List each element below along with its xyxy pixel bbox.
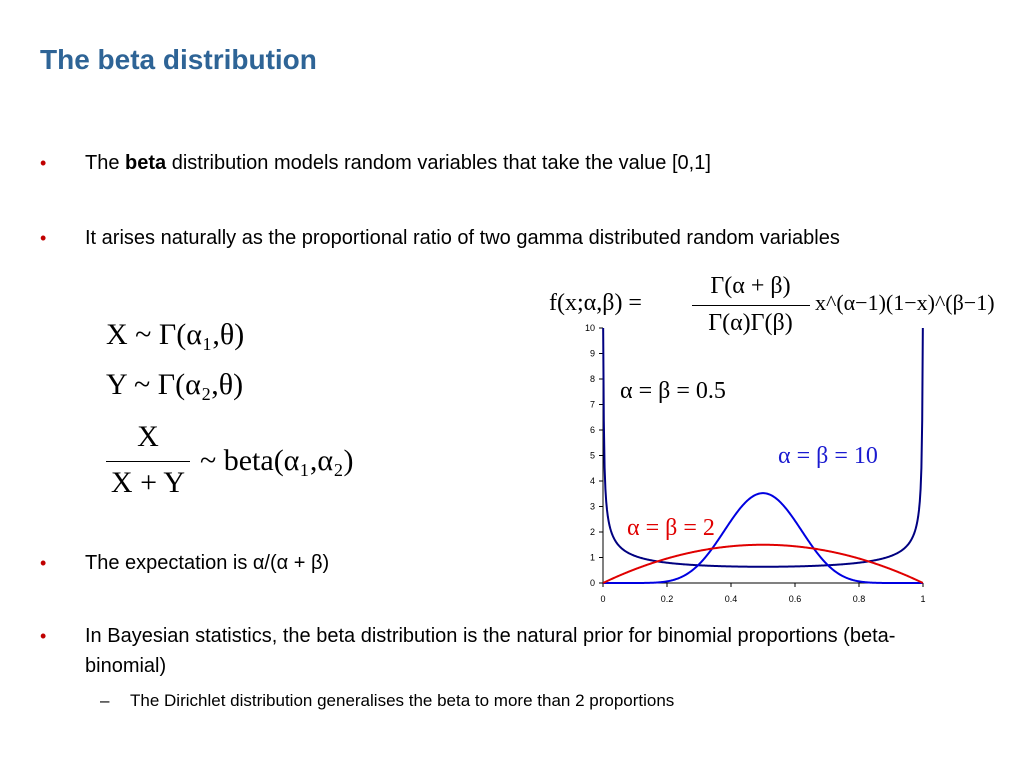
label-alpha-beta-2: α = β = 2 xyxy=(627,515,715,541)
ratio-denominator: X + Y xyxy=(110,466,186,499)
bullet-text: The expectation is α/(α + β) xyxy=(85,552,330,574)
y-tick-label: 5 xyxy=(590,451,595,461)
x-tick-label: 0.8 xyxy=(853,594,866,604)
ratio-rhs: ~ beta(α₁,α₂) xyxy=(200,444,354,477)
bullet-bayesian-prior: • In Bayesian statistics, the beta distr… xyxy=(40,621,900,683)
slide-title: The beta distribution xyxy=(40,44,317,75)
y-tick-label: 4 xyxy=(590,476,595,486)
y-tick-label: 7 xyxy=(590,400,595,410)
bullet-text-pre: The xyxy=(85,152,126,174)
pdf-denominator: Γ(α)Γ(β) xyxy=(708,310,793,336)
bullet-beta-definition: • The beta distribution models random va… xyxy=(40,148,900,180)
bullet-text: In Bayesian statistics, the beta distrib… xyxy=(85,625,896,677)
x-tick-label: 1 xyxy=(920,594,925,604)
bullet-marker: • xyxy=(40,228,47,248)
pdf-numerator: Γ(α + β) xyxy=(710,273,791,299)
label-alpha-beta-10: α = β = 10 xyxy=(778,443,878,469)
pdf-lhs: f(x;α,β) = xyxy=(549,290,642,316)
y-tick-label: 9 xyxy=(590,349,595,359)
y-tick-label: 0 xyxy=(590,578,595,588)
sub-bullet-marker: – xyxy=(100,691,110,710)
y-tick-label: 6 xyxy=(590,425,595,435)
label-alpha-beta-0.5: α = β = 0.5 xyxy=(620,378,726,404)
x-tick-label: 0.2 xyxy=(661,594,674,604)
x-tick-label: 0.4 xyxy=(725,594,738,604)
pdf-fraction-bar xyxy=(692,305,810,306)
sub-bullet-dirichlet: – The Dirichlet distribution generalises… xyxy=(100,689,900,715)
bullet-text-post: distribution models random variables tha… xyxy=(166,152,711,174)
x-tick-label: 0 xyxy=(600,594,605,604)
equation-y-gamma: Y ~ Γ(α₂,θ) xyxy=(106,368,244,401)
bullet-text: The beta distribution models random vari… xyxy=(85,148,900,178)
bullet-marker: • xyxy=(40,626,47,646)
pdf-rhs: x^(α−1)(1−x)^(β−1) xyxy=(815,290,995,315)
bullet-text-bold: beta xyxy=(125,152,167,174)
y-tick-label: 8 xyxy=(590,374,595,384)
series-line-1 xyxy=(603,492,923,584)
bullet-marker: • xyxy=(40,553,47,573)
sub-bullet-text: The Dirichlet distribution generalises t… xyxy=(130,691,675,710)
bullet-text: It arises naturally as the proportional … xyxy=(85,227,840,249)
bullet-gamma-ratio: • It arises naturally as the proportiona… xyxy=(40,223,900,285)
bullet-marker: • xyxy=(40,153,47,173)
y-tick-label: 1 xyxy=(590,553,595,563)
y-tick-label: 10 xyxy=(585,323,595,333)
series-line-2 xyxy=(602,543,924,584)
ratio-numerator: X xyxy=(137,420,159,453)
x-tick-label: 0.6 xyxy=(789,594,802,604)
bullet-expectation: • The expectation is α/(α + β) xyxy=(40,548,900,580)
chart-plot-area xyxy=(602,327,924,584)
y-tick-label: 2 xyxy=(590,527,595,537)
ratio-fraction-bar xyxy=(106,461,190,462)
y-tick-label: 3 xyxy=(590,502,595,512)
equation-x-gamma: X ~ Γ(α₁,θ) xyxy=(106,318,245,351)
